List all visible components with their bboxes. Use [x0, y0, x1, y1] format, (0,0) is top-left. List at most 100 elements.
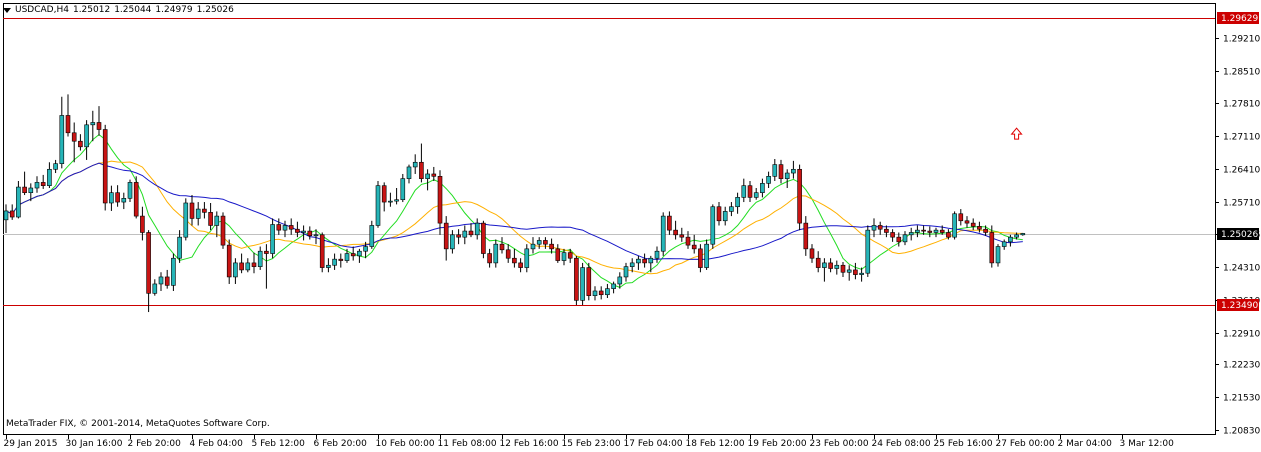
candle	[902, 231, 908, 246]
price-tick-label: 1.27810	[1223, 100, 1260, 110]
candle-body	[518, 262, 523, 268]
candle-body	[226, 244, 232, 278]
candle-body	[350, 253, 356, 257]
candle	[220, 212, 226, 249]
candle-body	[65, 115, 71, 134]
candle-body	[884, 228, 889, 233]
time-tick-label: 19 Feb 20:00	[748, 439, 807, 449]
candle-body	[251, 262, 257, 267]
candle-body	[784, 172, 790, 179]
candle	[40, 174, 46, 189]
candle-body	[580, 267, 585, 301]
candle	[301, 225, 306, 241]
candle	[226, 239, 232, 284]
candle	[419, 143, 424, 183]
candle	[121, 192, 127, 210]
candle	[474, 218, 480, 240]
candle-body	[499, 243, 505, 251]
candle-body	[233, 262, 238, 278]
candle	[859, 267, 864, 282]
candle-body	[958, 213, 964, 222]
candle	[760, 178, 765, 198]
candle	[958, 209, 964, 226]
candle	[586, 262, 592, 301]
candle	[741, 178, 747, 203]
candle	[375, 180, 381, 228]
candle	[84, 120, 89, 160]
candle	[815, 251, 821, 273]
candle	[549, 238, 554, 254]
candle-body	[295, 228, 300, 233]
candle	[846, 265, 852, 281]
time-tick-label: 30 Jan 16:00	[66, 439, 123, 449]
candle	[369, 220, 375, 249]
candle-body	[394, 199, 399, 202]
candle	[636, 255, 641, 270]
candle-body	[803, 222, 809, 250]
candle	[877, 221, 883, 235]
candle-body	[729, 206, 734, 212]
candle	[208, 202, 213, 231]
candle	[28, 183, 34, 202]
candle-body	[313, 234, 319, 237]
candle	[16, 180, 21, 219]
candle	[307, 226, 313, 240]
time-tick-label: 2 Mar 04:00	[1058, 439, 1113, 449]
candle-body	[443, 222, 449, 250]
candle	[611, 281, 616, 294]
candle-body	[264, 250, 269, 254]
time-tick-label: 29 Jan 2015	[4, 439, 58, 449]
price-tick-label: 1.24310	[1223, 264, 1260, 274]
candle	[96, 106, 102, 136]
candle-body	[9, 210, 15, 218]
candle-body	[419, 161, 424, 179]
candle	[164, 269, 170, 289]
candle-body	[970, 222, 976, 227]
candle	[468, 223, 474, 238]
candle	[691, 234, 697, 254]
candle	[871, 218, 877, 238]
candle-body	[71, 132, 77, 142]
candle	[505, 244, 511, 263]
candle	[493, 239, 499, 268]
high-value: 1.25044	[114, 5, 152, 15]
candles	[3, 94, 1026, 313]
time-tick-label: 17 Feb 04:00	[624, 439, 683, 449]
candle-body	[741, 185, 747, 198]
candle-body	[177, 236, 182, 259]
candle	[326, 258, 331, 273]
candle-body	[567, 252, 573, 259]
candle-body	[431, 173, 437, 177]
candle-body	[673, 229, 678, 236]
candle	[598, 286, 604, 300]
candle-body	[3, 210, 9, 221]
candle	[543, 237, 548, 249]
candle	[512, 248, 517, 268]
candle-body	[326, 264, 331, 268]
candle-body	[747, 185, 753, 198]
horizontal-levels[interactable]	[3, 18, 1215, 306]
candle	[803, 216, 809, 256]
dropdown-triangle-icon[interactable]	[3, 7, 11, 13]
time-tick-label: 12 Feb 16:00	[500, 439, 559, 449]
candle	[59, 96, 65, 169]
candle	[642, 253, 647, 268]
close-value: 1.25026	[196, 5, 234, 15]
candle-body	[846, 269, 852, 273]
price-tick-label: 1.27110	[1223, 133, 1260, 143]
candle-body	[660, 215, 666, 252]
candle-body	[375, 185, 381, 226]
candle-body	[636, 258, 641, 264]
candle	[809, 244, 815, 263]
candle-body	[270, 224, 275, 254]
candle	[462, 225, 468, 245]
candle	[722, 206, 728, 226]
candle-body	[78, 140, 83, 148]
candle-body	[47, 168, 52, 186]
time-tick-label: 5 Feb 12:00	[252, 439, 306, 449]
price-tick-label: 1.20830	[1223, 427, 1260, 437]
candle	[679, 227, 685, 242]
time-tick-label: 4 Feb 04:00	[190, 439, 244, 449]
